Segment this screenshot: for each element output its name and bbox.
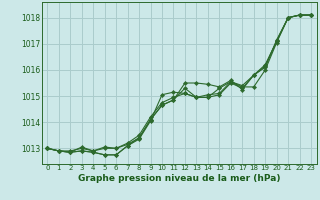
X-axis label: Graphe pression niveau de la mer (hPa): Graphe pression niveau de la mer (hPa) (78, 174, 280, 183)
